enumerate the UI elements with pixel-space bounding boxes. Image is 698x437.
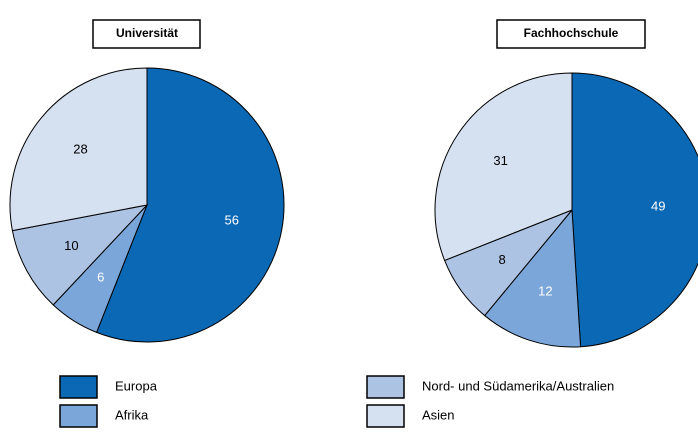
chart-title: Universität	[116, 26, 178, 40]
slice-label: 31	[493, 153, 507, 168]
pie-slice	[434, 72, 573, 262]
pie-slice	[9, 67, 148, 232]
legend-swatch	[59, 404, 98, 428]
pie-slice	[11, 204, 149, 306]
slice-label: 6	[97, 269, 104, 284]
slice-label: 49	[651, 199, 665, 214]
pie-slice	[483, 208, 582, 348]
slice-label: 10	[64, 238, 78, 253]
legend-swatch	[59, 375, 98, 399]
legend-swatch	[366, 404, 405, 428]
slice-label: 8	[499, 252, 506, 267]
chart-title: Fachhochschule	[524, 26, 619, 40]
legend-label: Nord- und Südamerika/Australien	[422, 378, 614, 393]
legend-swatch	[366, 375, 405, 399]
slice-label: 56	[225, 213, 239, 228]
slice-label: 28	[73, 141, 87, 156]
title-box	[92, 19, 201, 49]
legend-label: Asien	[422, 407, 455, 422]
legend-label: Afrika	[115, 407, 149, 422]
pie-slice	[95, 67, 285, 343]
slice-label: 12	[538, 284, 552, 299]
title-box	[496, 19, 646, 49]
legend-label: Europa	[115, 378, 158, 393]
pie-slice	[571, 72, 698, 348]
